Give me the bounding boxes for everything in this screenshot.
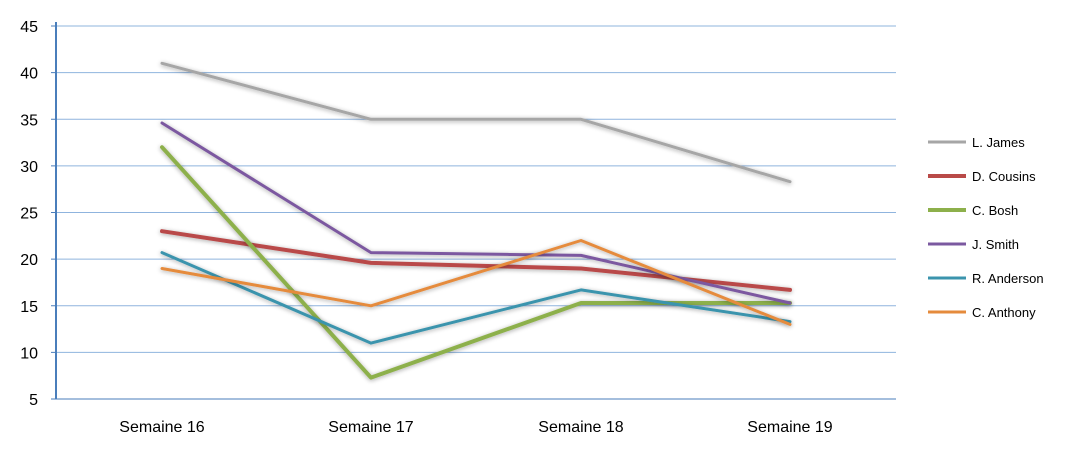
legend-label: R. Anderson [972,271,1044,286]
legend-label: D. Cousins [972,169,1036,184]
series-line-c-anthony [160,239,792,326]
legend-label: C. Anthony [972,305,1036,320]
y-tick-label: 35 [20,112,38,129]
x-tick-label: Semaine 17 [328,419,413,436]
y-tick-label: 15 [20,299,38,316]
axes [55,22,896,400]
series-line-l-james [160,61,792,184]
legend-label: J. Smith [972,237,1019,252]
y-tick-label: 25 [20,206,38,223]
y-tick-label: 10 [20,345,38,362]
x-tick-label: Semaine 16 [119,419,204,436]
series-line-r-anderson [160,251,792,345]
series-line-c-bosh [160,145,792,380]
y-tick-label: 20 [20,252,38,269]
y-tick-label: 5 [29,392,38,409]
y-tick-label: 30 [20,159,38,176]
y-tick-label: 45 [20,19,38,36]
x-tick-label: Semaine 19 [747,419,832,436]
legend-label: C. Bosh [972,203,1018,218]
y-axis-ticks: 5 10 15 20 25 30 35 40 45 [20,19,56,409]
x-tick-label: Semaine 18 [538,419,623,436]
y-tick-label: 40 [20,66,38,83]
legend-label: L. James [972,135,1025,150]
x-axis-ticks: Semaine 16 Semaine 17 Semaine 18 Semaine 19 [119,419,832,436]
series-line-j-smith [160,121,792,305]
legend: L. James D. Cousins C. Bosh J. Smith R. Ande… [928,135,1044,320]
series-lines [160,61,792,380]
